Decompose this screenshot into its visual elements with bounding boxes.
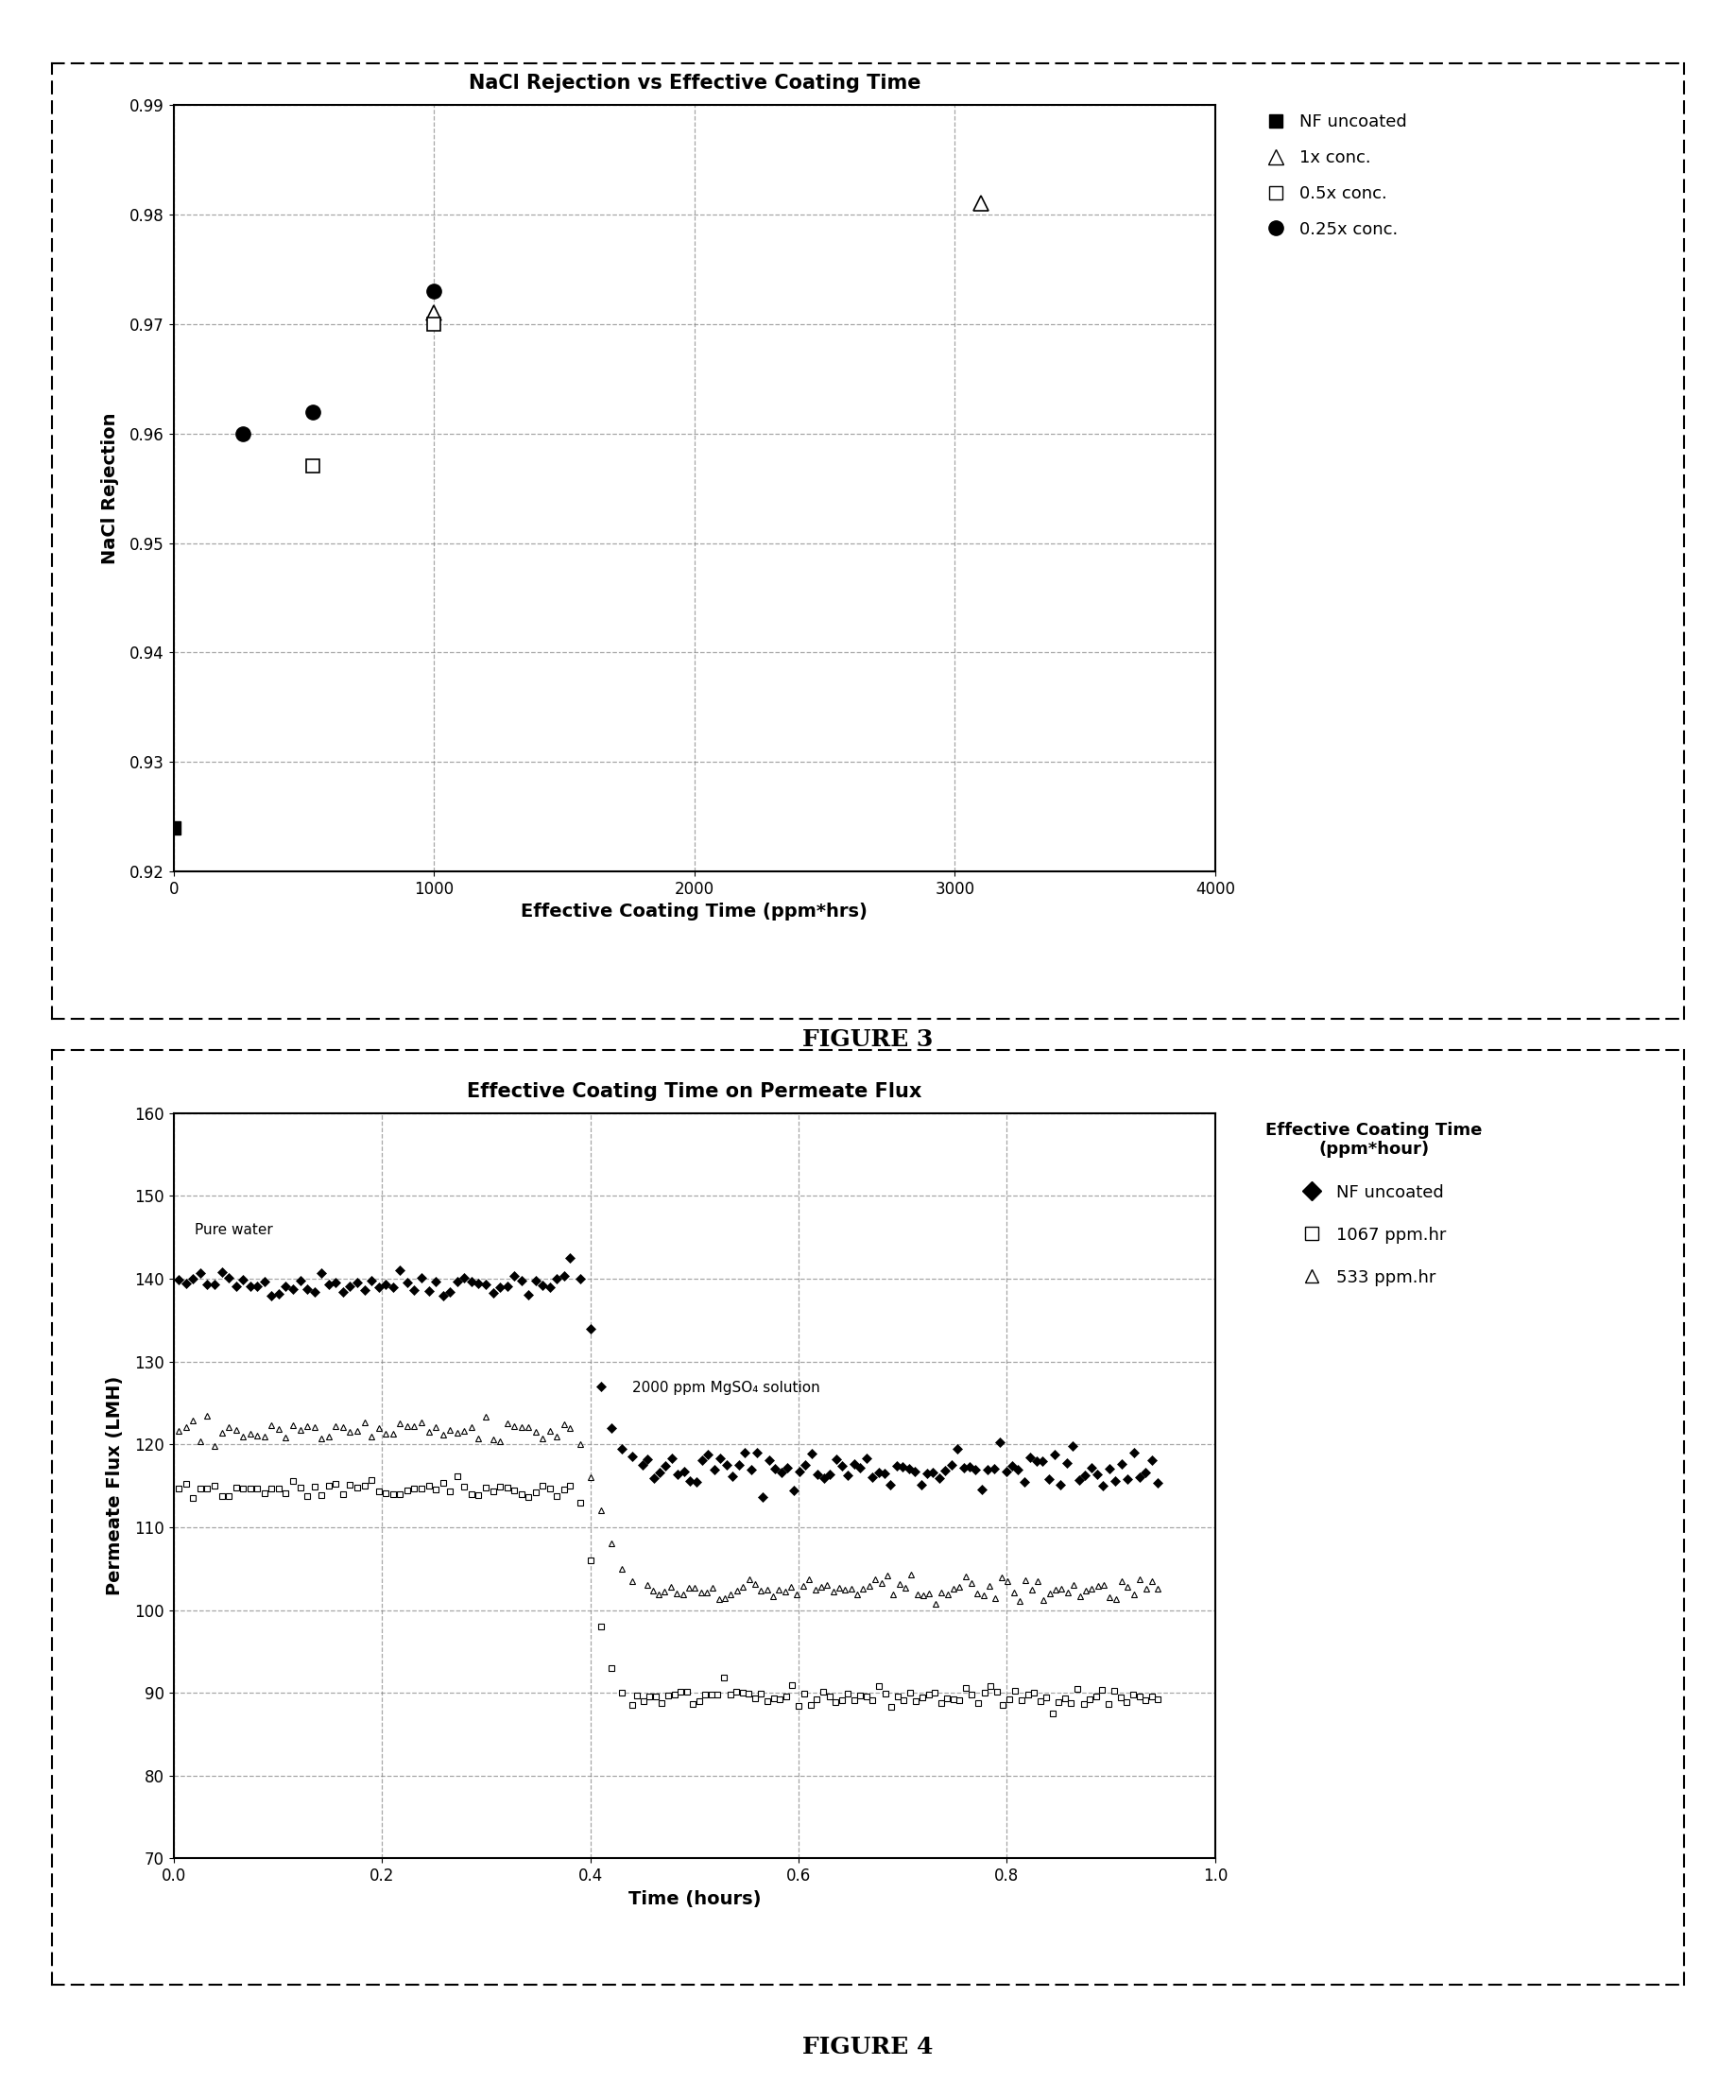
- Text: Pure water: Pure water: [194, 1222, 273, 1237]
- Title: Effective Coating Time on Permeate Flux: Effective Coating Time on Permeate Flux: [467, 1082, 922, 1100]
- Y-axis label: NaCl Rejection: NaCl Rejection: [101, 412, 120, 565]
- Y-axis label: Permeate Flux (LMH): Permeate Flux (LMH): [106, 1376, 123, 1596]
- Legend: NF uncoated, 1067 ppm.hr, 533 ppm.hr: NF uncoated, 1067 ppm.hr, 533 ppm.hr: [1266, 1121, 1483, 1285]
- Text: FIGURE 3: FIGURE 3: [802, 1029, 934, 1050]
- Text: FIGURE 4: FIGURE 4: [802, 2037, 934, 2058]
- Title: NaCl Rejection vs Effective Coating Time: NaCl Rejection vs Effective Coating Time: [469, 74, 920, 92]
- X-axis label: Effective Coating Time (ppm*hrs): Effective Coating Time (ppm*hrs): [521, 903, 868, 922]
- X-axis label: Time (hours): Time (hours): [628, 1890, 760, 1909]
- Text: 2000 ppm MgSO₄ solution: 2000 ppm MgSO₄ solution: [632, 1380, 819, 1394]
- Legend: NF uncoated, 1x conc., 0.5x conc., 0.25x conc.: NF uncoated, 1x conc., 0.5x conc., 0.25x…: [1266, 113, 1406, 237]
